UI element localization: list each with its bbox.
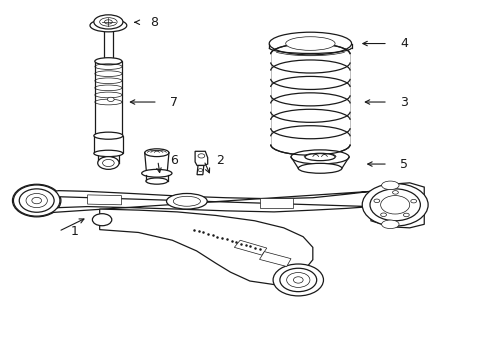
Ellipse shape [93, 214, 112, 226]
Ellipse shape [167, 193, 207, 209]
Text: 7: 7 [170, 95, 178, 108]
Ellipse shape [291, 150, 349, 164]
Polygon shape [95, 61, 122, 138]
Ellipse shape [32, 197, 42, 204]
Text: 8: 8 [150, 16, 159, 29]
Ellipse shape [95, 58, 122, 65]
Polygon shape [371, 183, 424, 228]
Ellipse shape [146, 178, 168, 184]
Ellipse shape [13, 185, 60, 216]
Ellipse shape [104, 20, 112, 24]
Polygon shape [197, 166, 204, 175]
Polygon shape [103, 28, 113, 63]
Ellipse shape [198, 168, 203, 171]
Ellipse shape [382, 181, 399, 190]
Polygon shape [234, 240, 267, 255]
Ellipse shape [19, 189, 54, 212]
Ellipse shape [273, 264, 323, 296]
Polygon shape [94, 136, 123, 153]
Ellipse shape [381, 213, 387, 216]
Ellipse shape [392, 191, 398, 194]
Ellipse shape [12, 184, 61, 217]
Ellipse shape [173, 196, 200, 206]
Ellipse shape [102, 159, 114, 167]
Ellipse shape [269, 32, 352, 55]
Ellipse shape [30, 196, 43, 205]
Text: 4: 4 [400, 37, 408, 50]
Ellipse shape [94, 132, 123, 139]
Ellipse shape [305, 153, 335, 161]
Ellipse shape [287, 273, 310, 287]
Ellipse shape [18, 188, 55, 213]
Ellipse shape [145, 149, 169, 157]
Ellipse shape [411, 199, 416, 203]
Ellipse shape [298, 163, 342, 173]
Ellipse shape [293, 39, 328, 48]
Text: 3: 3 [400, 95, 408, 108]
Ellipse shape [381, 195, 410, 214]
Ellipse shape [94, 150, 123, 157]
Ellipse shape [90, 19, 127, 32]
Polygon shape [195, 151, 208, 166]
Polygon shape [88, 195, 122, 205]
Text: 6: 6 [170, 154, 178, 167]
Ellipse shape [94, 15, 123, 29]
Text: 5: 5 [400, 158, 408, 171]
Ellipse shape [286, 37, 335, 50]
Ellipse shape [24, 192, 49, 209]
Ellipse shape [370, 189, 420, 221]
Polygon shape [260, 198, 294, 208]
Ellipse shape [403, 213, 409, 217]
Text: 2: 2 [216, 154, 224, 167]
Ellipse shape [198, 154, 205, 158]
Ellipse shape [99, 18, 117, 26]
Ellipse shape [294, 277, 303, 283]
Polygon shape [260, 252, 291, 266]
Ellipse shape [280, 268, 317, 292]
Ellipse shape [362, 184, 428, 226]
Ellipse shape [107, 97, 114, 102]
Ellipse shape [142, 169, 172, 177]
Polygon shape [99, 209, 313, 284]
Ellipse shape [374, 199, 380, 203]
Ellipse shape [26, 193, 48, 208]
Ellipse shape [382, 220, 399, 229]
Text: 1: 1 [71, 225, 78, 238]
Ellipse shape [98, 157, 119, 169]
Polygon shape [34, 191, 371, 214]
